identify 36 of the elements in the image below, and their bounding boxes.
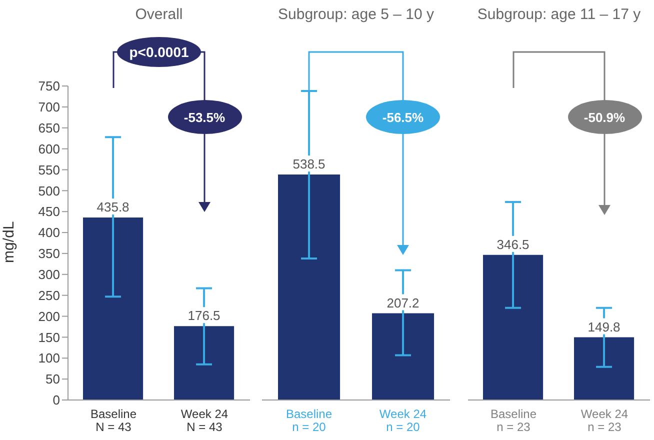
y-tick-label: 700 [38,100,60,115]
y-tick-label: 0 [52,392,60,408]
y-tick-label: 100 [38,350,60,366]
annotation: -56.5% [366,100,440,134]
text: p<0.0001 [117,37,201,67]
x-tick-label: Baseline n = 23 [490,407,537,434]
x-tick-label: Week 24 n = 23 [580,407,628,434]
y-tick-label: 300 [38,267,60,282]
y-tick-label: 50 [46,372,60,387]
data-label: 346.5 [496,236,530,252]
data-label: 207.2 [386,295,420,310]
x-tick-label: Week 24 n = 20 [379,407,427,434]
chart-title: Subgroup: age 11 – 17 y [476,6,642,23]
y-tick-label: 400 [38,225,60,240]
data-label: 176.5 [188,308,220,324]
y-tick-label: 250 [38,288,60,303]
y-tick-label: 600 [38,141,60,156]
x-tick-label: Baseline N = 43 [90,407,137,434]
data-label: 149.8 [588,319,620,334]
data-label: 435.8 [96,200,130,215]
y-tick-label: 450 [38,204,60,220]
x-tick-label: Week 24 N = 43 [180,407,228,434]
annotation: -53.5% [168,100,242,134]
data-label: 538.5 [292,156,326,172]
y-tick-label: 750 [38,78,60,94]
annotation: -50.9% [568,100,642,134]
y-tick-label: 150 [38,330,60,345]
y-axis-title: mg/dL [0,221,18,263]
x-tick-label: Baseline n = 20 [286,407,332,434]
chart-title: Subgroup: age 5 – 10 y [277,6,435,23]
y-tick-label: 500 [38,183,60,198]
chart-title: Overall [134,6,184,23]
y-tick-label: 650 [38,120,60,136]
y-tick-label: 200 [38,308,60,324]
y-tick-label: 350 [38,246,60,262]
y-tick-label: 550 [38,162,60,178]
